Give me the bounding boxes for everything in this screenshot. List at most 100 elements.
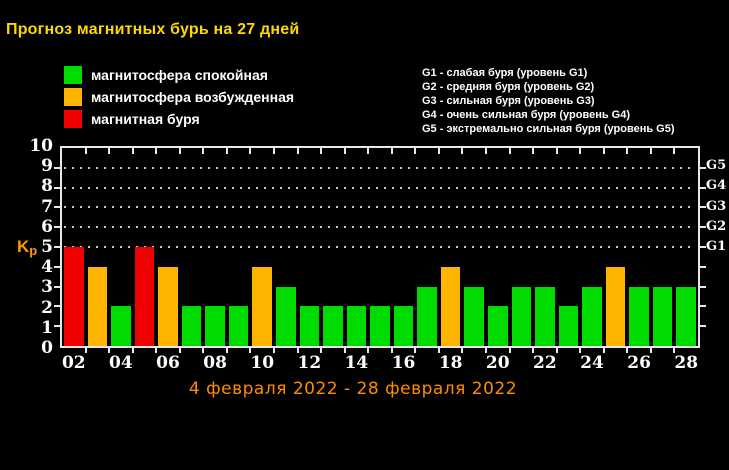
- storm-level-g3: G3 - сильная буря (уровень G3): [422, 95, 595, 107]
- x-tick-label-06: 06: [156, 353, 180, 373]
- top-tick: [320, 148, 323, 154]
- bar-day-16: [393, 306, 414, 346]
- top-tick: [343, 148, 346, 154]
- x-tick-label-10: 10: [250, 353, 275, 373]
- left-axis-tick: [54, 246, 60, 248]
- x-tick-label-26: 26: [627, 353, 651, 373]
- bottom-tick: [108, 346, 111, 353]
- bottom-tick: [579, 346, 582, 353]
- left-axis-tick: [54, 285, 60, 288]
- bottom-tick: [602, 346, 605, 353]
- x-tick-label-20: 20: [485, 353, 510, 373]
- right-axis-tick: [700, 166, 706, 169]
- excited-color-swatch: [64, 88, 82, 106]
- legend-item-excited: магнитосфера возбужденная: [64, 86, 294, 108]
- x-tick-label-18: 18: [438, 353, 463, 373]
- bar-day-03: [87, 266, 108, 346]
- right-axis-tick: [700, 265, 706, 268]
- x-tick-label-14: 14: [344, 353, 369, 373]
- left-axis-tick: [54, 265, 60, 268]
- top-tick: [131, 148, 134, 154]
- plot-area: [54, 146, 706, 353]
- right-axis-label-g5: G5: [706, 158, 727, 174]
- bar-day-02: [64, 247, 84, 346]
- legend-item-quiet: магнитосфера спокойная: [64, 64, 294, 86]
- bar-day-18: [440, 266, 461, 346]
- top-tick: [367, 148, 370, 154]
- x-tick-label-22: 22: [533, 353, 557, 373]
- left-axis-tick: [54, 325, 60, 328]
- top-tick: [273, 148, 275, 154]
- legend-item-label: магнитная буря: [91, 111, 200, 127]
- storm-level-g2: G2 - средняя буря (уровень G2): [422, 81, 595, 93]
- legend-item-label: магнитосфера спокойная: [91, 67, 268, 83]
- y-tick-label-10: 10: [29, 136, 53, 156]
- bottom-tick: [273, 346, 275, 353]
- bar-day-09: [228, 306, 249, 346]
- bottom-tick: [84, 346, 87, 353]
- bar-day-15: [370, 306, 390, 346]
- kp-sub: p: [29, 243, 38, 258]
- bar-day-28: [676, 286, 696, 346]
- bar-day-10: [252, 266, 272, 346]
- gridline-kp-7: [64, 206, 696, 209]
- right-axis-tick: [700, 226, 706, 229]
- legend-item-label: магнитосфера возбужденная: [91, 89, 295, 105]
- bottom-tick: [202, 346, 205, 353]
- top-tick: [390, 148, 393, 154]
- x-tick-label-24: 24: [580, 353, 604, 373]
- left-axis-tick: [54, 186, 60, 189]
- right-axis-g-labels: G5 G4 G3 G2 G1: [706, 146, 729, 348]
- y-tick-label-1: 1: [41, 317, 53, 338]
- status-legend: магнитосфера спокойная магнитосфера возб…: [64, 64, 294, 130]
- bottom-tick: [508, 346, 511, 353]
- gridline-kp-8: [64, 186, 696, 189]
- y-tick-label-5: 5: [41, 237, 53, 257]
- top-tick: [202, 148, 205, 154]
- gridline-kp-9: [64, 166, 696, 169]
- top-tick: [437, 148, 440, 154]
- top-tick: [414, 148, 417, 154]
- x-tick-label-28: 28: [674, 353, 699, 373]
- legend-item-storm: магнитная буря: [64, 108, 294, 130]
- storm-level-g5: G5 - экстремально сильная буря (уровень …: [422, 123, 675, 135]
- right-axis-label-g2: G2: [706, 218, 727, 234]
- bottom-tick: [390, 346, 393, 353]
- bottom-tick: [249, 346, 252, 353]
- top-tick: [485, 148, 487, 154]
- top-tick: [508, 148, 511, 154]
- x-tick-label-16: 16: [391, 353, 416, 373]
- bottom-tick: [296, 346, 299, 353]
- page-title: Прогноз магнитных бурь на 27 дней: [6, 21, 300, 38]
- x-tick-label-02: 02: [61, 353, 86, 373]
- top-tick: [673, 148, 676, 154]
- bar-day-06: [158, 266, 178, 346]
- y-tick-label-0: 0: [41, 338, 53, 358]
- left-axis-tick: [54, 226, 60, 229]
- bar-day-23: [558, 306, 579, 346]
- x-tick-label-12: 12: [297, 353, 322, 373]
- bottom-tick: [131, 346, 134, 353]
- right-axis-tick: [700, 285, 706, 288]
- bar-day-22: [535, 286, 555, 346]
- bottom-tick: [367, 346, 370, 353]
- top-tick: [649, 148, 652, 154]
- bar-day-27: [652, 286, 673, 346]
- top-tick: [626, 148, 629, 154]
- top-tick: [155, 148, 158, 154]
- bottom-tick: [437, 346, 440, 353]
- quiet-color-swatch: [64, 66, 82, 84]
- bar-day-07: [181, 306, 202, 346]
- bottom-tick: [343, 346, 346, 353]
- bar-day-13: [323, 306, 343, 346]
- bar-day-25: [605, 266, 626, 346]
- top-tick: [602, 148, 605, 154]
- bar-day-21: [511, 286, 532, 346]
- top-tick: [555, 148, 558, 154]
- y-axis-tick-labels: 0 1 2 3 4 5 6 7 8 9 10: [0, 137, 56, 357]
- y-axis-title-kp: Kp: [17, 237, 37, 258]
- y-tick-label-8: 8: [41, 176, 53, 197]
- y-tick-label-2: 2: [41, 297, 53, 318]
- bottom-tick: [673, 346, 676, 353]
- right-axis-tick: [700, 186, 706, 189]
